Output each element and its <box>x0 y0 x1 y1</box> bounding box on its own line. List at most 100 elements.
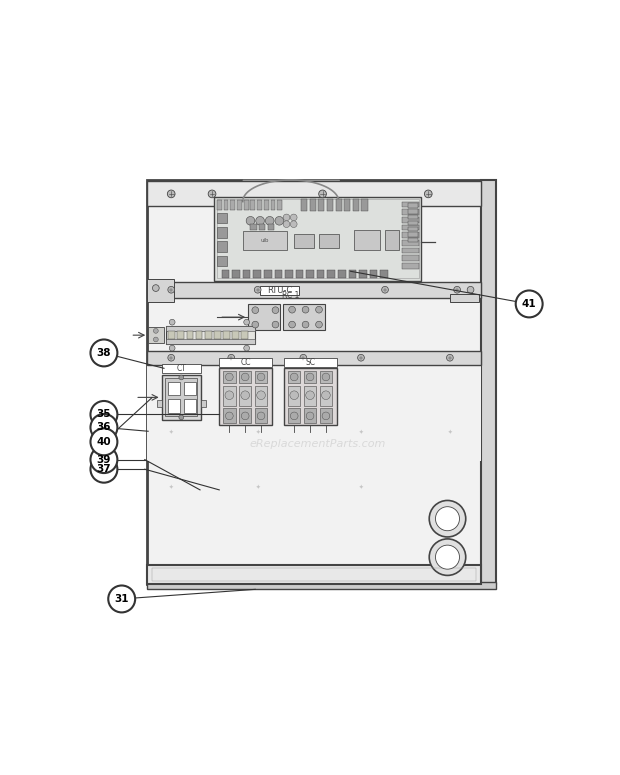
Bar <box>184 382 196 395</box>
Bar <box>318 199 324 211</box>
Bar <box>407 238 418 243</box>
Bar <box>306 270 314 278</box>
Bar <box>168 382 180 395</box>
Bar <box>284 368 337 425</box>
Circle shape <box>153 337 158 342</box>
Circle shape <box>169 319 175 325</box>
Circle shape <box>226 412 233 420</box>
Circle shape <box>228 354 234 361</box>
Bar <box>296 270 303 278</box>
Bar <box>402 256 418 261</box>
Circle shape <box>256 216 264 225</box>
Bar <box>223 370 236 383</box>
Bar <box>147 582 495 589</box>
Bar <box>177 331 184 339</box>
Circle shape <box>91 414 117 441</box>
Bar <box>168 399 180 412</box>
Text: 36: 36 <box>97 422 111 432</box>
Circle shape <box>246 216 255 225</box>
Circle shape <box>358 354 365 361</box>
Bar <box>147 280 174 302</box>
Text: uib: uib <box>260 238 269 243</box>
Text: ✦: ✦ <box>169 485 174 490</box>
Bar <box>168 331 175 339</box>
Bar <box>147 282 481 298</box>
Circle shape <box>275 216 283 225</box>
Bar <box>370 270 378 278</box>
Circle shape <box>290 373 298 381</box>
Bar <box>239 386 252 406</box>
Circle shape <box>179 375 184 380</box>
Bar <box>166 339 255 344</box>
Bar <box>288 370 301 383</box>
Bar <box>232 331 239 339</box>
Bar <box>481 180 495 584</box>
Text: ✦: ✦ <box>359 485 363 490</box>
Circle shape <box>153 284 159 291</box>
Circle shape <box>91 401 117 428</box>
Circle shape <box>306 391 314 400</box>
Bar <box>264 200 268 210</box>
Bar <box>402 263 418 269</box>
Circle shape <box>272 321 279 328</box>
Bar <box>147 565 481 584</box>
Bar <box>335 199 342 211</box>
Circle shape <box>254 287 261 293</box>
Bar <box>224 200 228 210</box>
Bar <box>317 270 324 278</box>
Text: ✦: ✦ <box>255 429 260 435</box>
Text: ✦: ✦ <box>448 429 452 435</box>
Text: RTU-C: RTU-C <box>267 286 292 295</box>
Text: 35: 35 <box>97 409 111 419</box>
Circle shape <box>454 287 461 293</box>
Bar <box>407 204 418 208</box>
Text: eReplacementParts.com: eReplacementParts.com <box>250 439 386 449</box>
Circle shape <box>168 287 175 293</box>
Bar <box>304 408 316 422</box>
Bar <box>148 328 164 343</box>
Bar <box>255 370 267 383</box>
Bar <box>402 240 418 246</box>
Bar <box>353 199 359 211</box>
Bar <box>264 270 272 278</box>
Bar <box>320 370 332 383</box>
Bar <box>288 386 301 406</box>
Circle shape <box>257 412 265 420</box>
Bar <box>162 364 201 373</box>
Bar <box>254 270 261 278</box>
Bar <box>260 286 299 295</box>
Bar <box>255 386 267 406</box>
Bar <box>162 374 201 420</box>
Bar <box>271 200 275 210</box>
Circle shape <box>283 221 290 228</box>
Bar <box>277 200 282 210</box>
Circle shape <box>446 354 453 361</box>
Circle shape <box>168 354 175 361</box>
Bar <box>237 200 242 210</box>
Bar <box>205 331 211 339</box>
Bar <box>301 199 307 211</box>
Bar <box>257 200 262 210</box>
Bar <box>248 304 280 330</box>
Bar <box>348 270 356 278</box>
Circle shape <box>516 291 542 318</box>
Circle shape <box>290 221 297 228</box>
Bar <box>407 232 418 236</box>
Circle shape <box>252 321 259 328</box>
Circle shape <box>316 321 322 328</box>
Bar <box>166 326 255 331</box>
Bar <box>243 270 250 278</box>
Bar <box>157 400 162 407</box>
Bar <box>217 199 418 278</box>
Bar <box>217 227 228 238</box>
Bar <box>214 331 221 339</box>
Bar <box>407 221 418 225</box>
Bar <box>268 224 274 230</box>
Circle shape <box>429 501 466 537</box>
Bar <box>166 326 255 344</box>
Circle shape <box>435 545 459 569</box>
Bar <box>219 358 272 367</box>
Text: SC: SC <box>306 358 316 367</box>
Circle shape <box>302 306 309 313</box>
Bar <box>288 408 301 422</box>
